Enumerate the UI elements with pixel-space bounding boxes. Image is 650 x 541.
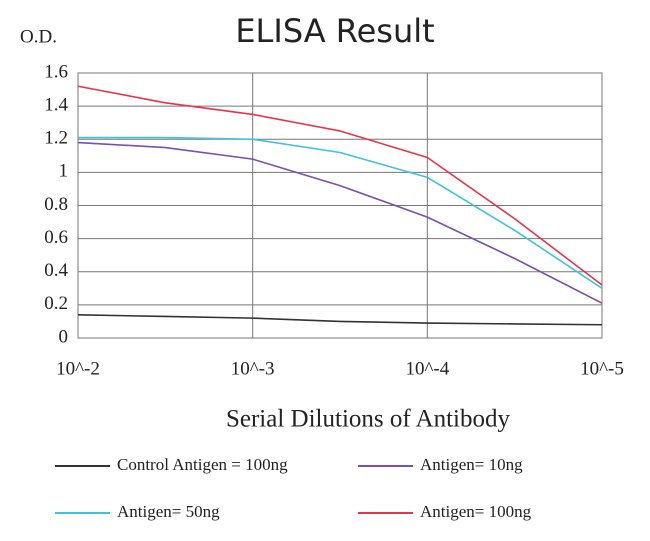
- series-line: [77, 314, 603, 326]
- x-tick-label: 10^-3: [231, 358, 275, 379]
- y-tick-label: 0.6: [44, 227, 68, 248]
- series-line: [77, 85, 603, 286]
- y-tick-label: 1.4: [44, 94, 68, 115]
- y-tick-label: 0.8: [44, 194, 68, 215]
- legend-label: Control Antigen = 100ng: [117, 455, 288, 474]
- y-tick-label: 0.2: [44, 293, 68, 314]
- y-tick-label: 1.6: [44, 61, 68, 82]
- x-tick-label: 10^-4: [405, 358, 449, 379]
- legend-label: Antigen= 50ng: [117, 502, 220, 521]
- x-tick-label: 10^-2: [56, 358, 100, 379]
- y-axis-title: O.D.: [20, 26, 57, 47]
- chart-title: ELISA Result: [235, 12, 434, 50]
- y-tick-label: 1.2: [44, 128, 68, 149]
- series-line: [77, 141, 603, 304]
- y-tick-label: 1: [59, 161, 69, 182]
- y-tick-label: 0: [59, 326, 69, 347]
- legend-label: Antigen= 10ng: [420, 455, 523, 474]
- x-tick-label: 10^-5: [580, 358, 624, 379]
- y-tick-label: 0.4: [44, 260, 68, 281]
- x-axis-title: Serial Dilutions of Antibody: [226, 406, 511, 433]
- legend-label: Antigen= 100ng: [420, 502, 532, 521]
- series-line: [78, 136, 603, 289]
